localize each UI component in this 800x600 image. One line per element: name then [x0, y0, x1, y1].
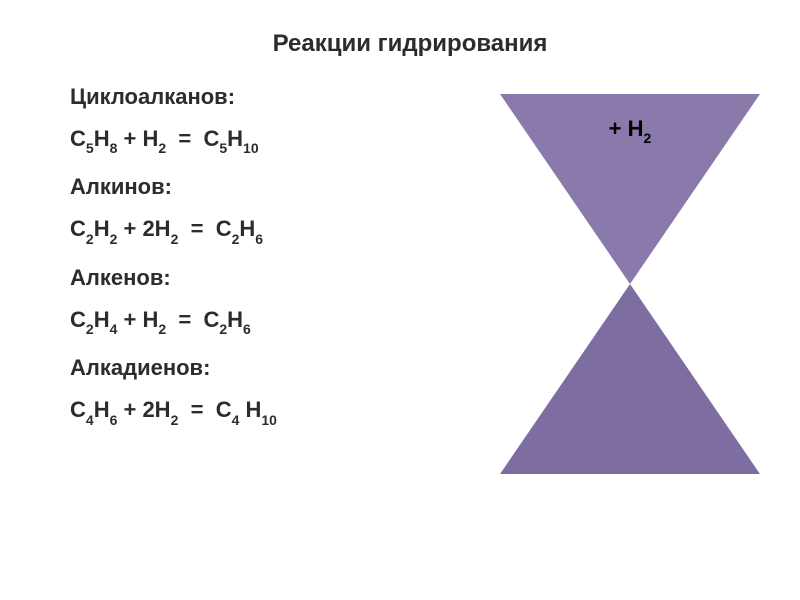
slide: Реакции гидрирования Циклоалканов: C5H8 …: [0, 0, 800, 600]
equation-alkadienes: C4H6 + 2H2 = C4 H10: [70, 397, 430, 425]
triangle-bottom: [500, 284, 760, 474]
section-label-alkynes: Алкинов:: [70, 174, 430, 200]
section-label-cycloalkanes: Циклоалканов:: [70, 84, 430, 110]
equation-rhs: C4 H10: [216, 397, 277, 422]
hourglass-diagram: + H2: [500, 94, 760, 474]
equals-sign: =: [178, 307, 191, 332]
equations-column: Циклоалканов: C5H8 + H2 = C5H10 Алкинов:…: [70, 84, 430, 446]
equals-sign: =: [178, 126, 191, 151]
equation-lhs: C5H8 + H2: [70, 126, 166, 151]
equation-rhs: C2H6: [203, 307, 250, 332]
equation-alkenes: C2H4 + H2 = C2H6: [70, 307, 430, 335]
diagram-column: + H2: [430, 84, 750, 524]
equals-sign: =: [191, 397, 204, 422]
equation-alkynes: C2H2 + 2H2 = C2H6: [70, 216, 430, 244]
equation-lhs: C2H2 + 2H2: [70, 216, 178, 241]
equation-lhs: C2H4 + H2: [70, 307, 166, 332]
equation-cycloalkanes: C5H8 + H2 = C5H10: [70, 126, 430, 154]
content-row: Циклоалканов: C5H8 + H2 = C5H10 Алкинов:…: [70, 84, 750, 524]
diagram-label-h2: + H2: [500, 116, 760, 144]
page-title: Реакции гидрирования: [70, 30, 750, 58]
section-label-alkadienes: Алкадиенов:: [70, 355, 430, 381]
equation-rhs: C2H6: [216, 216, 263, 241]
equation-lhs: C4H6 + 2H2: [70, 397, 178, 422]
equals-sign: =: [191, 216, 204, 241]
section-label-alkenes: Алкенов:: [70, 265, 430, 291]
equation-rhs: C5H10: [203, 126, 258, 151]
